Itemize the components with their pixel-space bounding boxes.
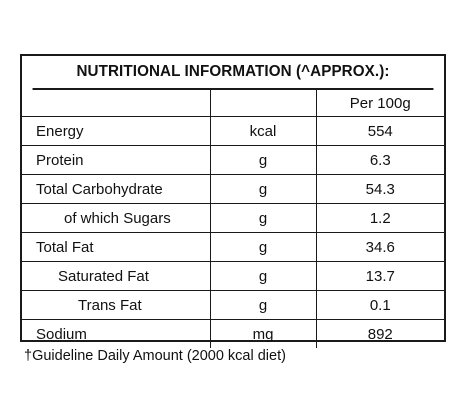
nutrient-unit: g: [210, 290, 317, 320]
nutrient-name: Total Fat: [22, 232, 211, 262]
nutrient-unit: kcal: [210, 116, 317, 146]
header-per-100g: Per 100g: [316, 90, 444, 117]
nutrient-name: Protein: [22, 145, 211, 175]
nutrient-unit: g: [210, 203, 317, 233]
nutrient-name: Saturated Fat: [22, 261, 211, 291]
header-nutrient: [22, 90, 211, 117]
nutrient-unit: mg: [210, 319, 317, 348]
nutrition-table: Per 100g Energy kcal 554 Protein g 6.3 T…: [22, 90, 444, 348]
nutrient-value: 1.2: [316, 203, 444, 233]
table-row: Sodium mg 892: [22, 319, 444, 348]
nutrient-value: 892: [367, 325, 393, 343]
nutrient-value: 54.3: [316, 174, 444, 204]
nutrient-name: of which Sugars: [22, 203, 211, 233]
table-row: Energy kcal 554: [22, 116, 444, 146]
header-unit: [210, 90, 317, 117]
table-row: of which Sugars g 1.2: [22, 203, 444, 233]
nutrient-value: 13.7: [316, 261, 444, 291]
nutrient-unit: g: [210, 261, 317, 291]
nutrient-unit: g: [210, 232, 317, 262]
table-row: Total Fat g 34.6: [22, 232, 444, 262]
nutrient-value: 554: [316, 116, 444, 146]
nutrition-panel: NUTRITIONAL INFORMATION (^APPROX.): Per …: [20, 54, 446, 348]
nutrient-name: Trans Fat: [22, 290, 211, 320]
nutrient-name: Energy: [22, 116, 211, 146]
nutrient-value: 0.1: [316, 290, 444, 320]
nutrient-unit: g: [210, 174, 317, 204]
footnote: †Guideline Daily Amount (2000 kcal diet): [24, 348, 286, 364]
nutrient-unit: g: [210, 145, 317, 175]
nutrient-name: Total Carbohydrate: [22, 174, 211, 204]
table-row: Saturated Fat g 13.7: [22, 261, 444, 291]
panel-title: NUTRITIONAL INFORMATION (^APPROX.):: [32, 56, 434, 90]
table-row: Protein g 6.3: [22, 145, 444, 175]
table-row: Total Carbohydrate g 54.3: [22, 174, 444, 204]
table-row: Trans Fat g 0.1: [22, 290, 444, 320]
nutrient-value: 6.3: [316, 145, 444, 175]
nutrient-value: 34.6: [316, 232, 444, 262]
table-header-row: Per 100g: [22, 90, 444, 117]
nutrient-name: Sodium: [22, 319, 211, 348]
